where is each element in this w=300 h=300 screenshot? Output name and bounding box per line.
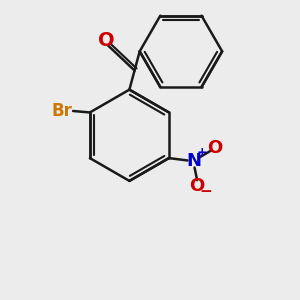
- Text: O: O: [189, 177, 205, 195]
- Text: O: O: [208, 139, 223, 157]
- Text: O: O: [98, 31, 115, 50]
- Text: +: +: [197, 146, 208, 159]
- Text: −: −: [199, 184, 212, 199]
- Text: N: N: [186, 152, 201, 170]
- Text: Br: Br: [52, 102, 72, 120]
